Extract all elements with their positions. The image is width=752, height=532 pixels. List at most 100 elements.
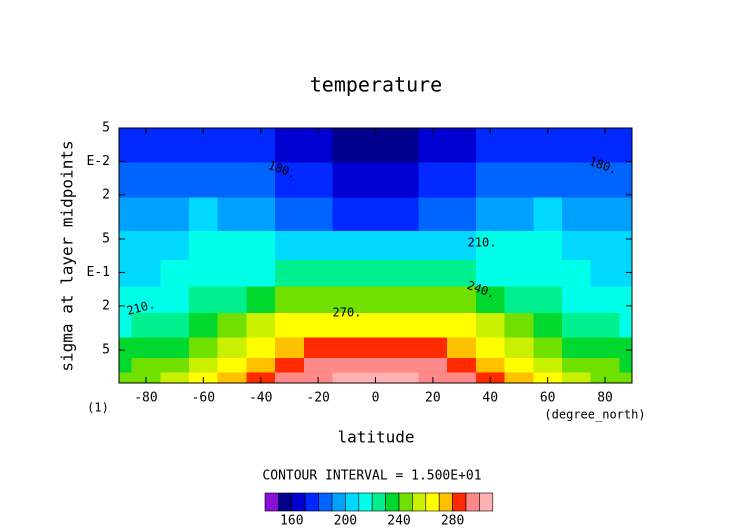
contour-cell [275, 197, 305, 232]
colorbar-box [318, 492, 333, 512]
contour-cell [275, 128, 305, 164]
contour-cell [590, 337, 620, 359]
x-tick-label: -40 [249, 391, 272, 406]
contour-cell [475, 313, 506, 339]
contour-cell [590, 286, 620, 314]
contour-cell [217, 313, 247, 339]
contour-cell [504, 162, 534, 199]
contour-cell [590, 313, 620, 339]
contour-cell [303, 286, 333, 314]
contour-cell [389, 358, 420, 373]
colorbar-box [412, 492, 427, 512]
contour-cell [619, 286, 633, 314]
y-axis-label: sigma at layer midpoints [58, 140, 77, 371]
contour-cell [418, 260, 448, 288]
contour-cell [475, 197, 506, 232]
contour-cell [418, 313, 448, 339]
colorbar-box [358, 492, 373, 512]
contour-cell [160, 260, 190, 288]
colorbar-box [304, 492, 319, 512]
contour-cell [475, 231, 506, 261]
contour-cell [119, 358, 133, 373]
contour-cell [389, 260, 420, 288]
contour-cell [504, 197, 534, 232]
y-tick-label: 5 [102, 232, 110, 247]
y-tick-label: E-2 [87, 154, 110, 169]
contour-cell [533, 197, 563, 232]
contour-cell [504, 313, 534, 339]
contour-cell [189, 337, 219, 359]
contour-cell [447, 197, 477, 232]
contour-cell [361, 313, 391, 339]
contour-cell [447, 372, 477, 384]
contour-cell [332, 313, 362, 339]
contour-cell [533, 286, 563, 314]
contour-cell [561, 162, 592, 199]
contour-cell [275, 162, 305, 199]
colorbar-box [479, 492, 494, 512]
contour-cell [619, 197, 633, 232]
contour-cell [217, 260, 247, 288]
contour-cell [131, 231, 161, 261]
contour-cell [332, 372, 362, 384]
contour-cell [418, 358, 448, 373]
colorbar-box [278, 492, 293, 512]
contour-cell [160, 231, 190, 261]
contour-cell [475, 358, 506, 373]
contour-cell [119, 231, 133, 261]
x-tick-label: 20 [425, 391, 441, 406]
contour-cell [303, 197, 333, 232]
contour-cell [217, 197, 247, 232]
contour-cell [189, 260, 219, 288]
contour-cell [332, 162, 362, 199]
contour-cell [246, 162, 276, 199]
colorbar-box [438, 492, 453, 512]
x-tick-label: 60 [540, 391, 556, 406]
colorbar-box [385, 492, 400, 512]
contour-cell [361, 231, 391, 261]
contour-cell [275, 358, 305, 373]
contour-cell [561, 197, 592, 232]
contour-cell [189, 162, 219, 199]
contour-cell [189, 197, 219, 232]
contour-cell [361, 337, 391, 359]
contour-cell [275, 313, 305, 339]
contour-cell [189, 358, 219, 373]
contour-cell [131, 286, 161, 314]
contour-cell [447, 128, 477, 164]
contour-cell [361, 260, 391, 288]
contour-cell [447, 337, 477, 359]
contour-cell [418, 162, 448, 199]
contour-cell [275, 286, 305, 314]
contour-cell [389, 286, 420, 314]
contour-cell [303, 260, 333, 288]
contour-cell [504, 128, 534, 164]
contour-cell [275, 372, 305, 384]
contour-cell [160, 313, 190, 339]
contour-cell [533, 162, 563, 199]
contour-cell [303, 358, 333, 373]
contour-cell [590, 162, 620, 199]
contour-cell [561, 286, 592, 314]
contour-label: 270. [333, 306, 362, 320]
y-tick-label: 2 [102, 187, 110, 202]
contour-cell [619, 313, 633, 339]
contour-note: CONTOUR INTERVAL = 1.500E+01 [262, 469, 481, 484]
contour-cell [504, 231, 534, 261]
contour-cell [561, 358, 592, 373]
x-axis-label: latitude [337, 428, 414, 447]
contour-cell [332, 128, 362, 164]
y-tick-label: 5 [102, 343, 110, 358]
contour-cell [303, 231, 333, 261]
contour-cell [361, 358, 391, 373]
contour-cell [160, 372, 190, 384]
contour-cell [160, 358, 190, 373]
contour-cell [246, 358, 276, 373]
contour-cell [160, 197, 190, 232]
contour-cell [119, 286, 133, 314]
contour-cell [447, 358, 477, 373]
contour-label: 210. [468, 236, 497, 250]
x-tick-label: -80 [134, 391, 157, 406]
contour-cell [119, 313, 133, 339]
